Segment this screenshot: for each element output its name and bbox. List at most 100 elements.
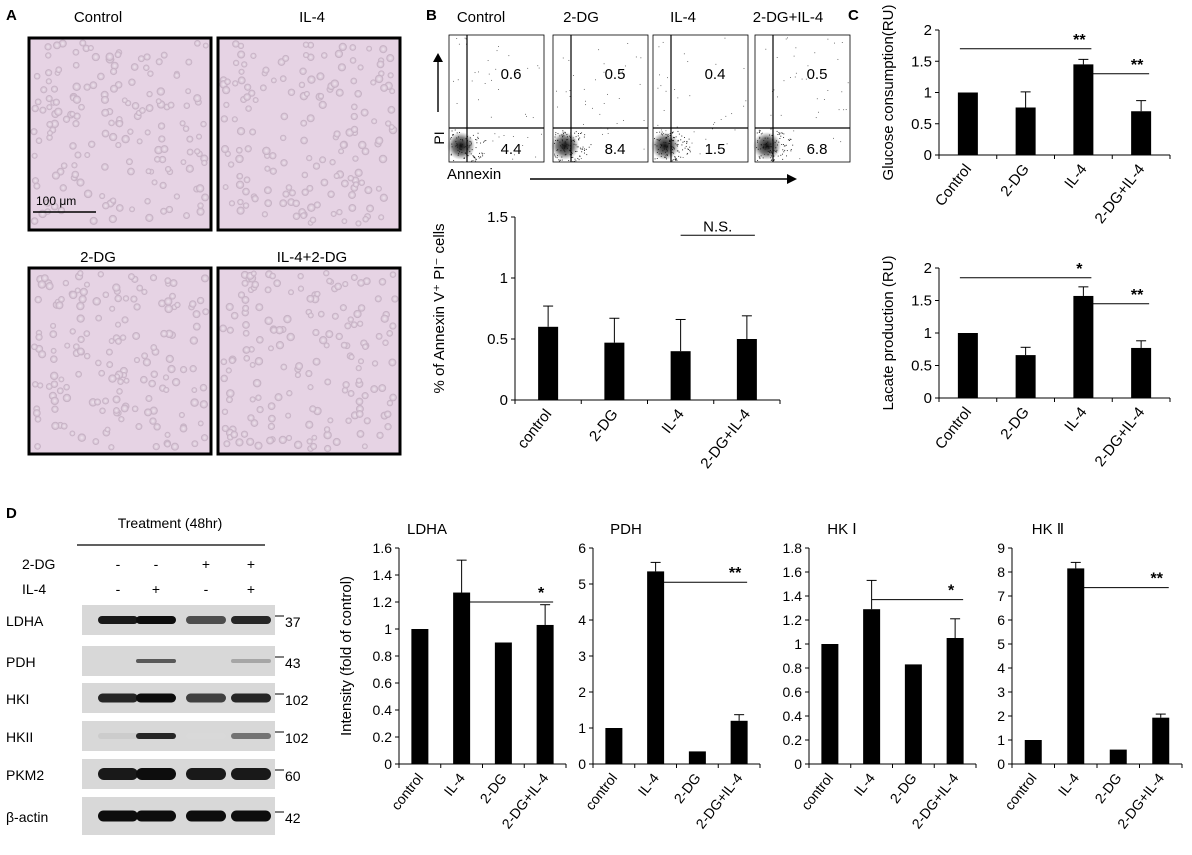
flow-event bbox=[689, 151, 691, 153]
blot-band bbox=[98, 810, 138, 822]
flow-event bbox=[561, 139, 563, 141]
flow-event bbox=[799, 158, 801, 160]
flow-event bbox=[780, 154, 782, 156]
cell bbox=[58, 376, 65, 383]
cell bbox=[37, 280, 47, 289]
cell bbox=[314, 290, 321, 298]
cell bbox=[237, 50, 246, 59]
flow-event bbox=[757, 148, 759, 150]
flow-event bbox=[559, 135, 561, 137]
flow-event bbox=[767, 150, 769, 152]
cell bbox=[77, 270, 84, 277]
flow-event bbox=[674, 137, 676, 139]
flow-event bbox=[623, 119, 624, 121]
flow-event bbox=[578, 138, 579, 140]
cell bbox=[269, 167, 277, 175]
bar bbox=[1152, 717, 1170, 764]
cell bbox=[72, 61, 80, 69]
flow-event bbox=[677, 97, 679, 99]
flow-event bbox=[662, 41, 664, 43]
cell bbox=[49, 330, 58, 339]
cell bbox=[97, 271, 104, 278]
flow-event bbox=[554, 153, 556, 155]
flow-event bbox=[573, 143, 575, 145]
cell bbox=[337, 63, 347, 72]
significance-label: * bbox=[948, 583, 955, 600]
cell bbox=[120, 404, 129, 413]
flow-event bbox=[783, 145, 785, 147]
cell bbox=[201, 193, 210, 202]
flow-event bbox=[673, 136, 674, 138]
cell bbox=[333, 130, 341, 138]
y-tick-label: 0 bbox=[578, 756, 586, 772]
cell bbox=[142, 358, 152, 367]
cell bbox=[115, 337, 122, 345]
cell bbox=[355, 377, 363, 384]
flow-event bbox=[676, 159, 678, 161]
bar bbox=[957, 92, 978, 155]
cell bbox=[121, 97, 128, 104]
cell bbox=[309, 216, 317, 224]
cell bbox=[362, 215, 369, 223]
cell bbox=[202, 42, 209, 49]
cell bbox=[312, 357, 321, 366]
cell bbox=[137, 55, 145, 63]
flow-event bbox=[478, 99, 479, 101]
cell bbox=[292, 199, 300, 208]
flow-event bbox=[760, 144, 762, 145]
lower-right-percent: 8.4 bbox=[605, 141, 626, 158]
flow-event bbox=[474, 157, 476, 159]
bar bbox=[1131, 347, 1152, 398]
cell bbox=[316, 72, 325, 81]
cell bbox=[370, 385, 379, 394]
flow-event bbox=[774, 141, 776, 143]
cell bbox=[249, 128, 257, 136]
flow-event bbox=[680, 139, 682, 141]
cell bbox=[87, 45, 94, 51]
flow-event bbox=[562, 144, 564, 146]
flow-event bbox=[672, 159, 674, 161]
cell bbox=[179, 365, 188, 374]
flow-event bbox=[666, 135, 668, 137]
cell bbox=[270, 326, 278, 334]
cell bbox=[307, 384, 314, 391]
flow-event bbox=[561, 140, 563, 142]
marker-kda: 43 bbox=[285, 655, 301, 671]
cell bbox=[299, 67, 307, 76]
flow-event bbox=[503, 135, 505, 136]
flow-event bbox=[666, 146, 668, 148]
bar bbox=[411, 629, 429, 764]
cell bbox=[78, 103, 85, 111]
cell bbox=[318, 100, 327, 109]
y-tick-label: 6 bbox=[578, 540, 586, 556]
cell bbox=[101, 163, 109, 171]
cell bbox=[91, 52, 100, 62]
cell bbox=[69, 328, 76, 335]
flow-event bbox=[618, 98, 620, 99]
flow-event bbox=[574, 158, 576, 160]
cell bbox=[83, 352, 91, 360]
cell bbox=[285, 434, 293, 442]
cell bbox=[191, 387, 198, 393]
flow-event bbox=[563, 147, 565, 149]
flow-event bbox=[781, 144, 783, 145]
cell bbox=[310, 442, 318, 450]
flow-event bbox=[765, 48, 767, 50]
flow-event bbox=[665, 137, 667, 139]
flow-event bbox=[782, 158, 784, 160]
flow-event bbox=[756, 132, 758, 134]
flow-event bbox=[478, 156, 480, 157]
cell bbox=[89, 81, 98, 90]
cell bbox=[164, 165, 172, 173]
flow-event bbox=[460, 145, 462, 147]
y-tick-label: 0.6 bbox=[373, 675, 393, 691]
cell bbox=[34, 295, 42, 304]
cell bbox=[264, 316, 273, 325]
cell bbox=[352, 155, 359, 162]
flow-event bbox=[665, 90, 667, 92]
cell bbox=[79, 39, 87, 47]
flow-event bbox=[492, 140, 494, 142]
cell bbox=[386, 399, 394, 407]
flow-event bbox=[659, 131, 661, 133]
flow-event bbox=[471, 143, 472, 145]
